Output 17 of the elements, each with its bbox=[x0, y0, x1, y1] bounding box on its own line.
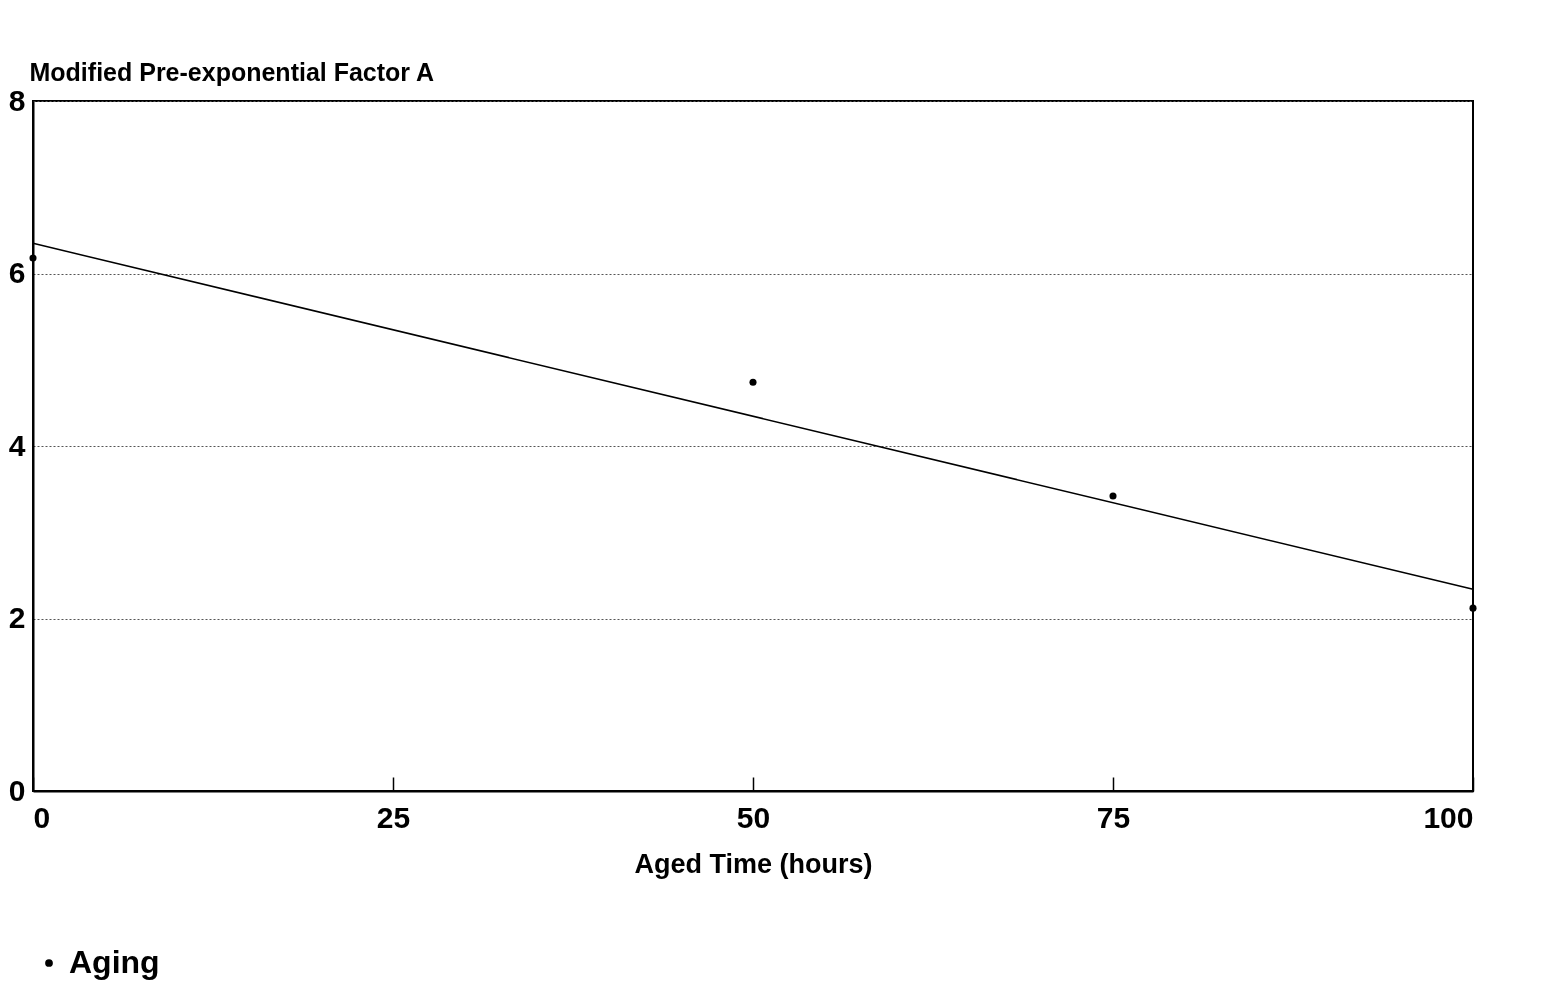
y-tick-label: 4 bbox=[8, 428, 26, 462]
x-tick-label: 50 bbox=[736, 800, 771, 834]
point bbox=[1469, 604, 1477, 612]
y-axis-title: Modified Pre-exponential Factor A bbox=[29, 57, 435, 86]
y-tick-label: 6 bbox=[8, 256, 26, 289]
y-tick-label: 0 bbox=[8, 773, 26, 807]
x-axis-title: Aged Time (hours) bbox=[634, 848, 873, 879]
point bbox=[749, 378, 757, 386]
x-tick-label: 0 bbox=[33, 800, 51, 834]
x-tick-label: 25 bbox=[376, 800, 411, 834]
x-tick-label: 100 bbox=[1423, 800, 1474, 834]
point bbox=[29, 254, 37, 262]
x-tick-label: 75 bbox=[1096, 800, 1131, 834]
point bbox=[1109, 492, 1117, 500]
legend-label: Aging bbox=[69, 944, 160, 980]
y-tick-label: 8 bbox=[8, 83, 26, 117]
y-tick-label: 2 bbox=[8, 601, 26, 634]
